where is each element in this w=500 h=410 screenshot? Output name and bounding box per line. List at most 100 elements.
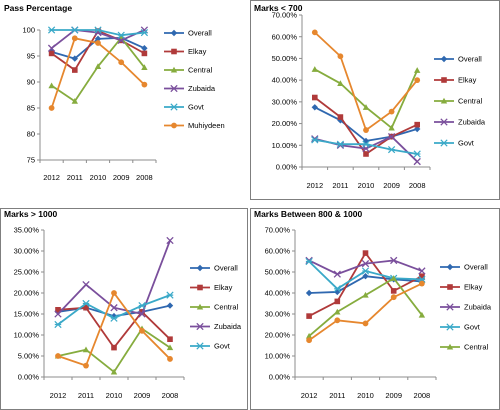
legend-item-zubaida: Zubaida: [434, 118, 486, 127]
legend-label: Central: [458, 97, 483, 106]
data-point: [95, 40, 101, 46]
legend-item-zubaida: Zubaida: [190, 322, 242, 331]
data-point: [141, 64, 148, 70]
legend-item-govt: Govt: [434, 139, 475, 148]
series-central: [311, 66, 421, 131]
data-point: [117, 31, 125, 39]
data-point: [55, 307, 61, 313]
y-tick-label: 70.00%: [265, 226, 291, 235]
chart-svg: Marks < 700 0.00% 10.00% 20.00% 30.00% 40.00%…: [250, 0, 500, 200]
x-tick-label: 2008: [162, 391, 179, 400]
legend-item-govt: Govt: [190, 342, 231, 351]
y-tick-label: 20.00%: [14, 289, 40, 298]
chart-title: Pass Percentage: [4, 3, 72, 13]
y-tick-label: 10.00%: [14, 331, 40, 340]
data-point: [48, 82, 55, 89]
legend-item-central: Central: [434, 97, 483, 106]
data-point: [166, 344, 174, 351]
data-point: [334, 308, 341, 315]
data-point: [82, 346, 90, 353]
series-govt: [311, 136, 421, 158]
data-point: [361, 267, 370, 275]
data-point: [95, 28, 101, 34]
legend-label: Central: [188, 66, 213, 75]
data-point: [418, 311, 426, 318]
y-tick-label: 60.00%: [265, 247, 291, 256]
legend-label: Overall: [458, 55, 482, 64]
legend-label: Zubaida: [464, 303, 492, 312]
data-point: [362, 320, 369, 327]
data-point: [54, 310, 62, 318]
data-point: [333, 285, 341, 293]
y-tick-label: 30.00%: [14, 247, 40, 256]
series-line: [57, 291, 171, 367]
chart-marks-below-700: Marks < 700 0.00% 10.00% 20.00% 30.00% 40.00%…: [250, 0, 500, 200]
data-point: [118, 59, 125, 66]
data-point: [390, 275, 397, 281]
data-point: [311, 66, 318, 72]
legend-marker: [196, 303, 204, 310]
legend-label: Overall: [464, 263, 488, 272]
x-tick-label: 2008: [136, 173, 153, 182]
data-point: [333, 270, 341, 278]
legend-marker: [196, 322, 204, 331]
series-line: [57, 240, 171, 316]
data-point: [141, 81, 148, 88]
x-tick-label: 2011: [332, 181, 348, 190]
data-point: [311, 104, 318, 111]
y-tick-label: 40.00%: [272, 76, 298, 85]
legend-marker: [171, 48, 177, 55]
legend-item-central: Central: [440, 343, 489, 352]
data-point: [166, 291, 174, 299]
legend-item-overall: Overall: [164, 29, 212, 38]
legend-item-muhiydeen: Muhiydeen: [164, 121, 225, 130]
legend-marker: [197, 284, 203, 291]
data-point: [305, 257, 313, 266]
y-tick-label: 40.00%: [265, 289, 291, 298]
y-tick-label: 0.00%: [18, 373, 40, 382]
x-tick-label: 2011: [67, 173, 83, 182]
legend-item-govt: Govt: [164, 103, 205, 112]
x-tick-label: 2009: [385, 391, 402, 400]
chart-title: Marks Between 800 & 1000: [254, 209, 362, 219]
data-point: [72, 67, 78, 73]
y-tick-label: 100: [22, 26, 35, 35]
chart-svg: Marks > 1000 0.00% 5.00% 10.00% 15.00% 20.00%…: [0, 208, 248, 410]
legend-label: Govt: [464, 323, 481, 332]
data-point: [167, 336, 173, 342]
y-tick-label: 95: [27, 52, 35, 61]
x-tick-label: 2010: [106, 391, 123, 400]
legend-label: Elkay: [458, 76, 477, 85]
series-line: [308, 259, 423, 276]
series-series-5: [311, 29, 421, 133]
legend-item-zubaida: Zubaida: [164, 84, 216, 93]
chart-title: Marks < 700: [254, 3, 303, 13]
legend-item-central: Central: [164, 66, 213, 75]
data-point: [55, 353, 61, 359]
legend-label: Central: [464, 343, 489, 352]
x-tick-label: 2010: [90, 173, 107, 182]
data-point: [336, 140, 345, 148]
data-point: [362, 140, 370, 148]
x-tick-label: 2010: [357, 391, 374, 400]
x-tick-label: 2008: [409, 181, 426, 190]
legend-item-govt: Govt: [440, 323, 481, 332]
series-govt: [54, 291, 174, 329]
data-point: [94, 26, 102, 34]
legend-item-elkay: Elkay: [440, 283, 483, 292]
series-govt: [47, 26, 149, 39]
legend-marker: [170, 84, 178, 93]
data-point: [54, 320, 62, 329]
y-tick-label: 60.00%: [272, 32, 298, 41]
series-series-5: [55, 290, 173, 369]
data-point: [139, 327, 145, 334]
legend-item-elkay: Elkay: [190, 283, 233, 292]
legend-label: Overall: [214, 264, 238, 273]
data-point: [166, 236, 174, 245]
data-point: [82, 280, 90, 289]
data-point: [48, 105, 55, 111]
data-point: [418, 267, 426, 275]
legend-label: Govt: [214, 342, 231, 351]
data-point: [311, 136, 319, 144]
data-point: [71, 98, 78, 104]
